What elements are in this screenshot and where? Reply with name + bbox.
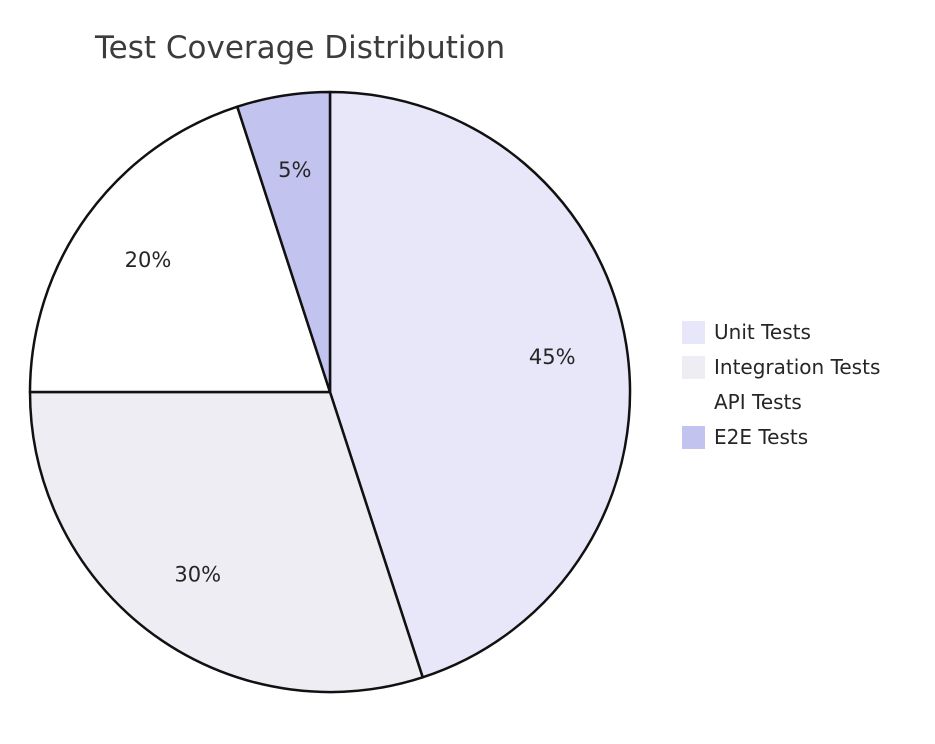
legend-label-unit-tests: Unit Tests <box>714 320 811 344</box>
legend-label-api-tests: API Tests <box>714 390 802 414</box>
legend-item-integration-tests: Integration Tests <box>682 353 880 381</box>
legend: Unit Tests Integration Tests API Tests E… <box>682 318 880 451</box>
legend-item-unit-tests: Unit Tests <box>682 318 880 346</box>
pie-label-unit-tests: 45% <box>529 345 576 369</box>
pie-slice-api-tests <box>28 105 332 394</box>
pie-slice-integration-tests <box>28 390 424 694</box>
pie-slice-unit-tests <box>328 90 632 679</box>
legend-item-e2e-tests: E2E Tests <box>682 423 880 451</box>
legend-swatch-api-tests <box>682 390 705 414</box>
pie-label-api-tests: 20% <box>125 248 172 272</box>
pie-label-integration-tests: 30% <box>174 562 221 586</box>
chart-title: Test Coverage Distribution <box>95 30 506 66</box>
legend-swatch-integration-tests <box>682 355 705 379</box>
legend-item-api-tests: API Tests <box>682 388 880 416</box>
legend-label-integration-tests: Integration Tests <box>714 355 881 379</box>
pie-label-e2e-tests: 5% <box>278 158 311 182</box>
pie-slice-e2e-tests <box>236 90 332 394</box>
legend-label-e2e-tests: E2E Tests <box>714 425 809 449</box>
legend-swatch-unit-tests <box>682 320 705 344</box>
legend-swatch-e2e-tests <box>682 425 705 449</box>
